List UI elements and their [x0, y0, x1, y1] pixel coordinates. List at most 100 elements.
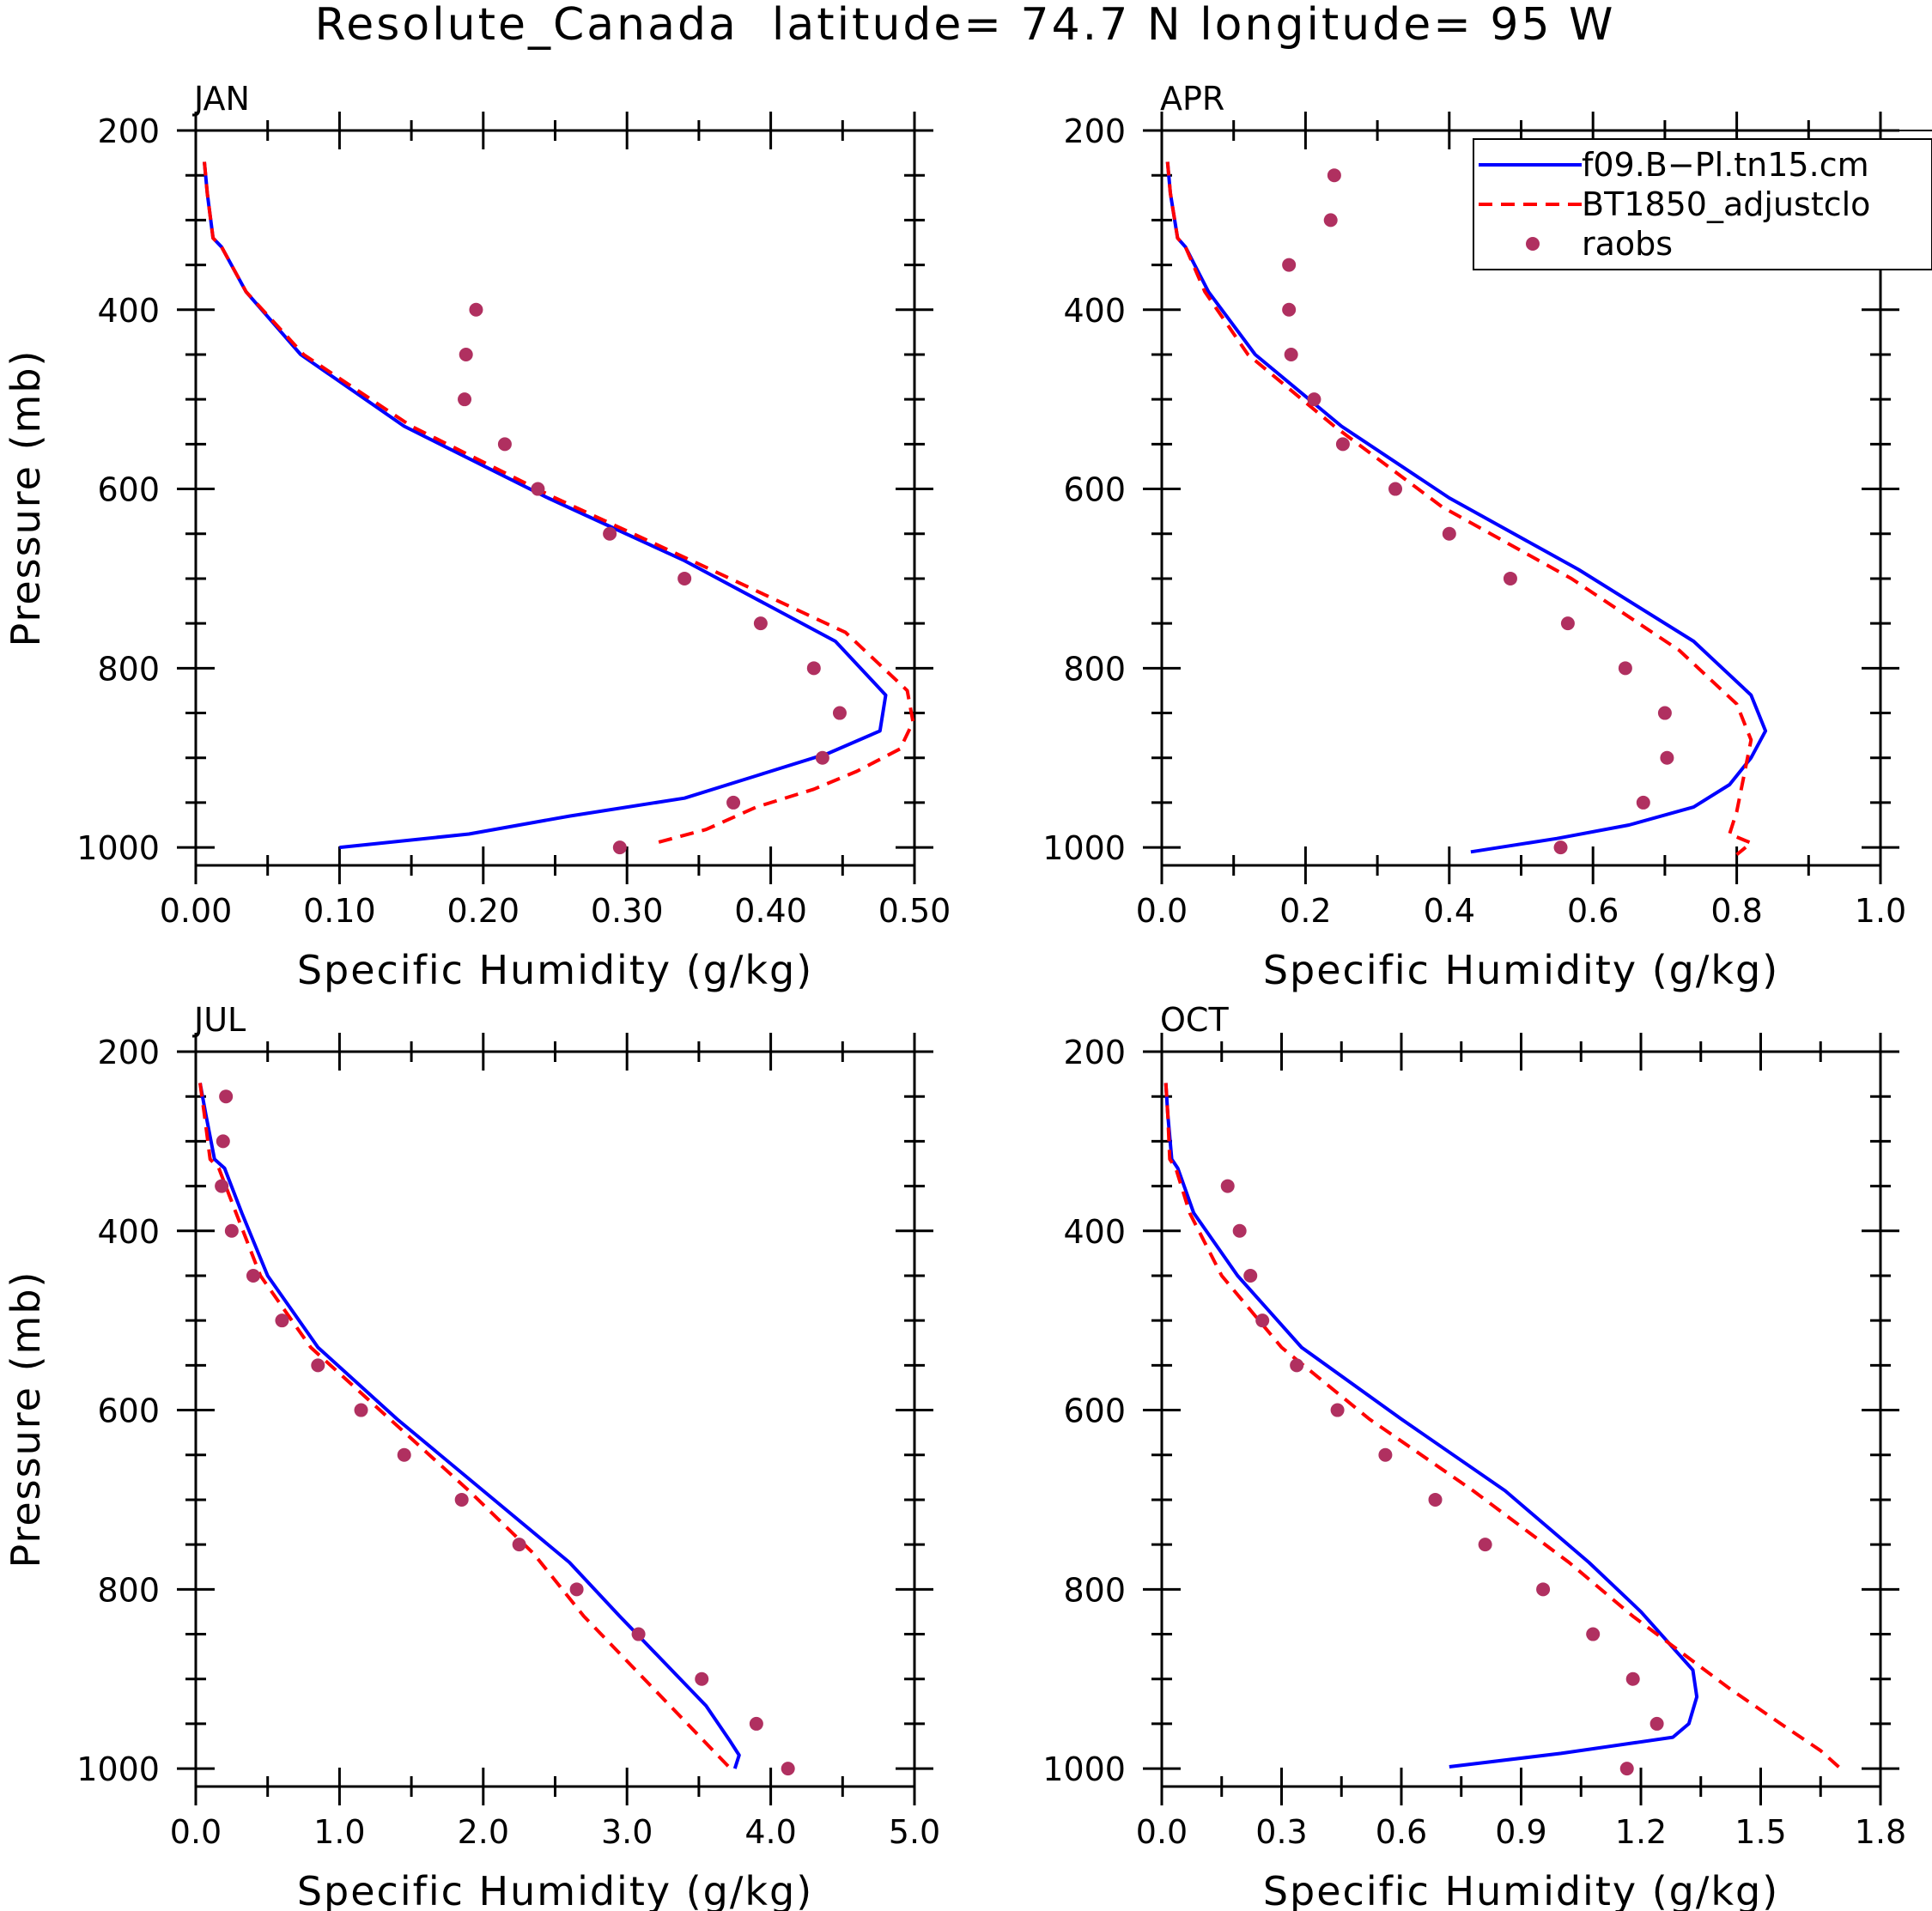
panel-oct: 200 400 600 800 1000 0.0 0.3 0.6 0.9 1.2 1.5 1.8 OCT…: [1042, 1001, 1906, 1911]
x-tick-label: 0.3: [1255, 1813, 1307, 1851]
obs-point: [1255, 1313, 1270, 1328]
obs-point: [1282, 302, 1297, 317]
x-tick-label: 0.6: [1376, 1813, 1427, 1851]
legend-label: BT1850_adjustclo: [1582, 185, 1870, 223]
y-tick-label: 400: [1063, 292, 1126, 330]
series-line-adjusted: [1163, 1083, 1842, 1770]
y-axis-label: Pressure (mb): [3, 349, 49, 647]
obs-point: [815, 750, 829, 765]
obs-point: [1649, 1716, 1664, 1731]
x-axis-label: Specific Humidity (g/kg): [1263, 947, 1779, 993]
obs-point: [1478, 1538, 1492, 1552]
x-tick-label: 0.40: [734, 892, 807, 930]
x-tick-label: 1.2: [1615, 1813, 1667, 1851]
x-tick-label: 2.0: [458, 1813, 509, 1851]
panel-apr: 200 400 600 800 1000 0.0 0.2 0.4 0.6 0.8 1.0 APR Spe…: [1042, 80, 1906, 993]
panel-jul: 200 400 600 800 1000 0.0 1.0 2.0 3.0 4.0 5.0 JUL Spe…: [3, 1001, 940, 1911]
x-tick-label: 1.0: [1855, 892, 1906, 930]
obs-point: [216, 1134, 230, 1149]
y-tick-label: 200: [1063, 1034, 1126, 1071]
obs-point: [1619, 1762, 1634, 1776]
y-tick-label: 600: [97, 1392, 160, 1430]
series-line-model: [1163, 1083, 1699, 1768]
obs-point: [1625, 1671, 1640, 1686]
x-tick-label: 0.9: [1495, 1813, 1546, 1851]
obs-point: [215, 1179, 229, 1193]
x-tick-label: 0.30: [591, 892, 664, 930]
obs-point: [219, 1089, 234, 1104]
obs-point: [1586, 1627, 1601, 1641]
x-tick-label: 0.10: [303, 892, 376, 930]
obs-point: [224, 1223, 239, 1238]
obs-point: [1282, 258, 1297, 272]
obs-point: [806, 661, 821, 676]
obs-point: [1243, 1268, 1258, 1283]
y-tick-label: 800: [1063, 1571, 1126, 1609]
legend-label: raobs: [1582, 225, 1673, 263]
y-tick-label: 600: [1063, 1392, 1126, 1430]
series-line-adjusted: [1165, 161, 1753, 857]
obs-point: [275, 1313, 289, 1328]
y-tick-label: 800: [1063, 650, 1126, 688]
obs-point: [749, 1716, 763, 1731]
obs-point: [497, 437, 512, 452]
x-tick-label: 0.0: [1136, 1813, 1188, 1851]
x-tick-label: 0.20: [447, 892, 519, 930]
obs-point: [1232, 1223, 1247, 1238]
x-tick-label: 5.0: [889, 1813, 940, 1851]
obs-point: [612, 840, 627, 855]
obs-point: [1428, 1492, 1443, 1507]
obs-point: [631, 1627, 646, 1641]
panel-title: JUL: [192, 1001, 246, 1039]
y-tick-label: 1000: [1042, 829, 1126, 867]
obs-point: [1442, 526, 1456, 541]
obs-point: [458, 392, 472, 407]
obs-point: [1327, 168, 1341, 183]
panel-title: APR: [1160, 80, 1224, 118]
obs-point: [1660, 750, 1674, 765]
obs-point: [1553, 840, 1568, 855]
plot-frame: [1160, 1050, 1882, 1788]
obs-point: [1290, 1358, 1304, 1373]
x-tick-label: 0.4: [1424, 892, 1475, 930]
obs-point: [1618, 661, 1632, 676]
x-tick-label: 4.0: [744, 1813, 796, 1851]
x-tick-label: 0.2: [1279, 892, 1331, 930]
series-line-model: [198, 1083, 741, 1769]
x-tick-label: 0.8: [1710, 892, 1762, 930]
obs-point: [531, 482, 545, 496]
x-tick-label: 1.5: [1735, 1813, 1786, 1851]
obs-point: [1657, 706, 1672, 720]
obs-point: [454, 1492, 469, 1507]
x-tick-label: 1.8: [1855, 1813, 1906, 1851]
y-tick-label: 600: [1063, 471, 1126, 509]
obs-point: [1388, 482, 1403, 496]
y-tick-label: 400: [97, 292, 160, 330]
series-line-adjusted: [198, 1083, 732, 1770]
obs-point: [1284, 347, 1298, 361]
obs-point: [512, 1538, 526, 1552]
x-tick-label: 1.0: [313, 1813, 365, 1851]
panel-title: OCT: [1160, 1001, 1229, 1039]
obs-point: [1636, 795, 1650, 810]
y-tick-label: 600: [97, 471, 160, 509]
obs-point: [1330, 1403, 1345, 1417]
plot-frame: [194, 1050, 916, 1788]
obs-point: [246, 1268, 260, 1283]
obs-point: [781, 1762, 795, 1776]
obs-point: [1307, 392, 1321, 407]
obs-point: [753, 616, 768, 631]
obs-point: [832, 706, 847, 720]
obs-point: [1323, 213, 1338, 228]
obs-point: [354, 1403, 368, 1417]
legend-marker-raobs: [1526, 237, 1540, 251]
obs-point: [677, 571, 692, 585]
x-axis-label: Specific Humidity (g/kg): [297, 947, 813, 993]
panel-title: JAN: [192, 80, 250, 118]
y-axis-label: Pressure (mb): [3, 1271, 49, 1568]
obs-point: [1560, 616, 1575, 631]
obs-point: [569, 1582, 584, 1597]
